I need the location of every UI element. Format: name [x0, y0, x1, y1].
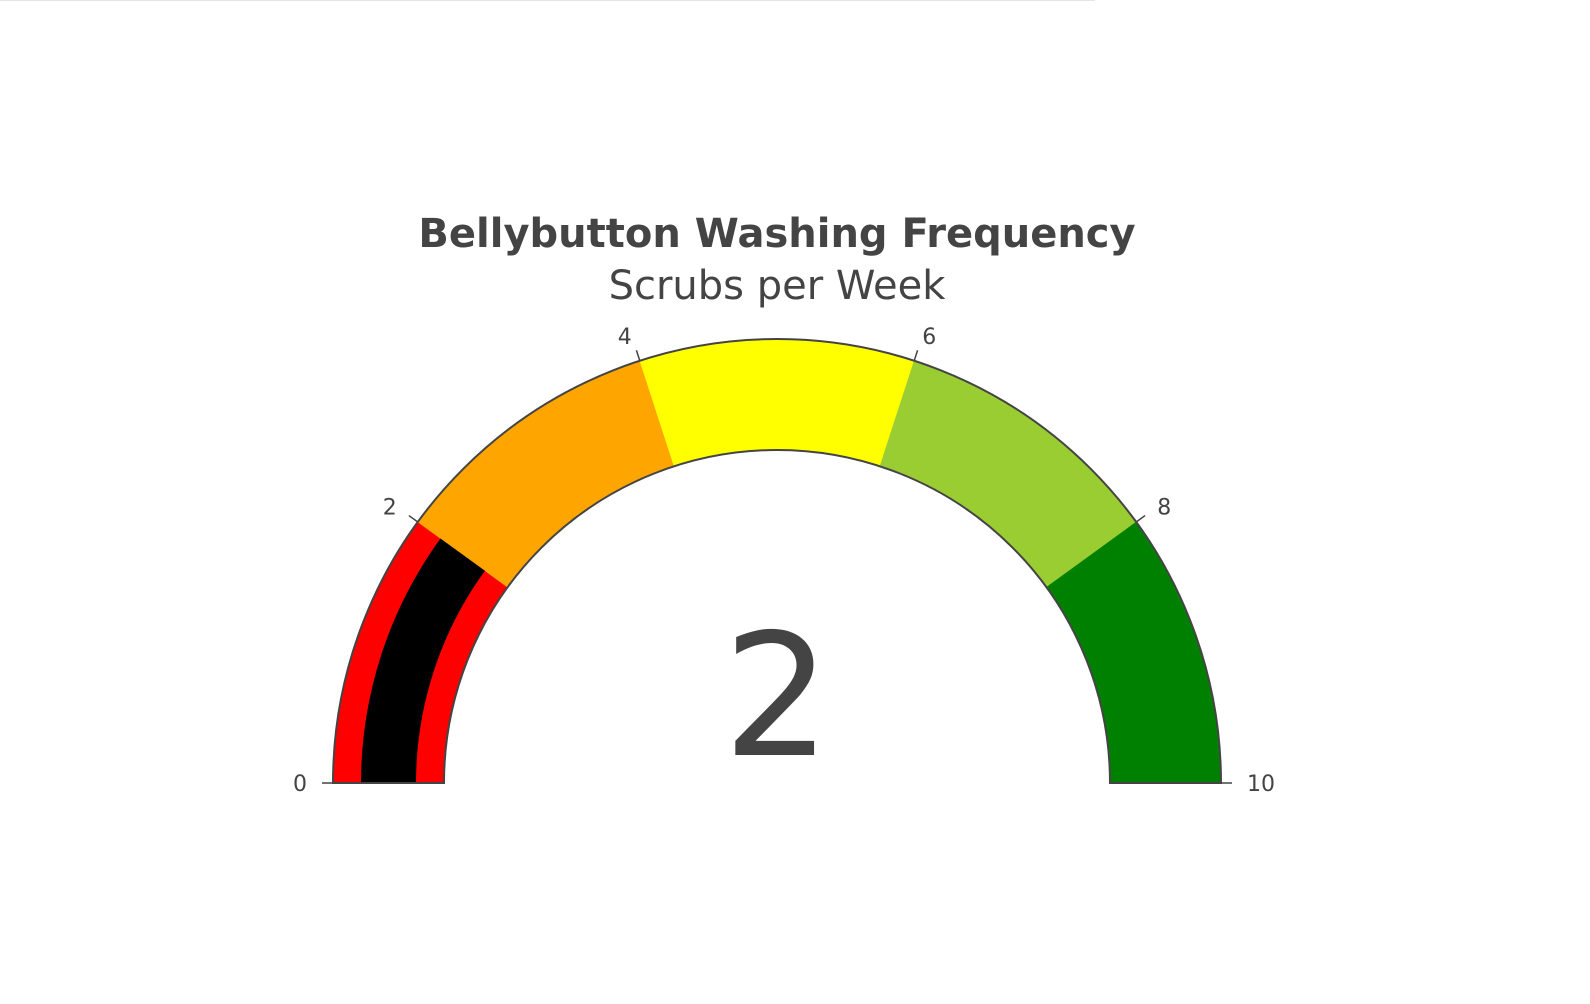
gauge-outline-group	[331, 338, 1223, 784]
chart-title: Bellybutton Washing Frequency	[418, 211, 1135, 257]
gauge-tick-8	[1135, 514, 1146, 523]
gauge-tick-4	[635, 350, 641, 361]
chart-subtitle: Scrubs per Week	[609, 263, 947, 309]
gauge-tick-label-6: 6	[922, 325, 936, 350]
gauge-step-2	[639, 338, 915, 467]
gauge-tick-label-10: 10	[1247, 772, 1275, 797]
gauge-value-number: 2	[723, 598, 831, 796]
gauge-value-bar-group	[361, 538, 485, 783]
gauge-tick-6	[913, 350, 919, 361]
gauge-tick-2	[408, 514, 419, 523]
gauge-tick-label-0: 0	[293, 772, 307, 797]
top-divider	[0, 0, 1095, 1]
gauge-tick-label-4: 4	[618, 325, 632, 350]
gauge-value-bar	[361, 538, 485, 783]
gauge-tick-label-8: 8	[1157, 496, 1171, 521]
gauge-ticks: 0 2 4 6 8 10	[293, 325, 1275, 797]
gauge-outline	[331, 338, 1223, 784]
gauge-tick-label-2: 2	[383, 496, 397, 521]
